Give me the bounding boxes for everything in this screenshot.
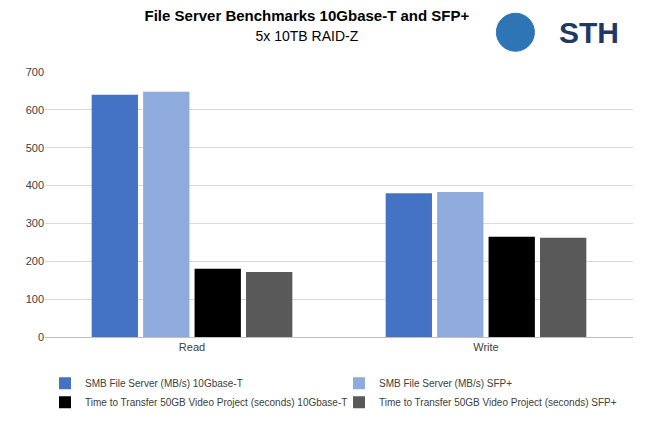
svg-text:Read: Read: [179, 341, 205, 353]
svg-text:600: 600: [26, 104, 44, 116]
svg-text:SMB File Server (MB/s) SFP+: SMB File Server (MB/s) SFP+: [379, 378, 512, 389]
svg-text:Write: Write: [473, 341, 498, 353]
svg-text:400: 400: [26, 179, 44, 191]
svg-text:300: 300: [26, 217, 44, 229]
svg-text:200: 200: [26, 255, 44, 267]
svg-text:STH: STH: [559, 16, 619, 49]
svg-text:File Server Benchmarks 10Gbase: File Server Benchmarks 10Gbase-T and SFP…: [145, 7, 470, 44]
svg-text:SMB File Server (MB/s) 10Gbase: SMB File Server (MB/s) 10Gbase-T: [85, 378, 243, 389]
svg-text:100: 100: [26, 293, 44, 305]
svg-text:700: 700: [26, 66, 44, 78]
svg-text:Time to Transfer 50GB Video Pr: Time to Transfer 50GB Video Project (sec…: [85, 397, 347, 408]
svg-text:500: 500: [26, 142, 44, 154]
svg-text:0: 0: [38, 331, 44, 343]
svg-text:Time to Transfer 50GB Video Pr: Time to Transfer 50GB Video Project (sec…: [379, 397, 617, 408]
